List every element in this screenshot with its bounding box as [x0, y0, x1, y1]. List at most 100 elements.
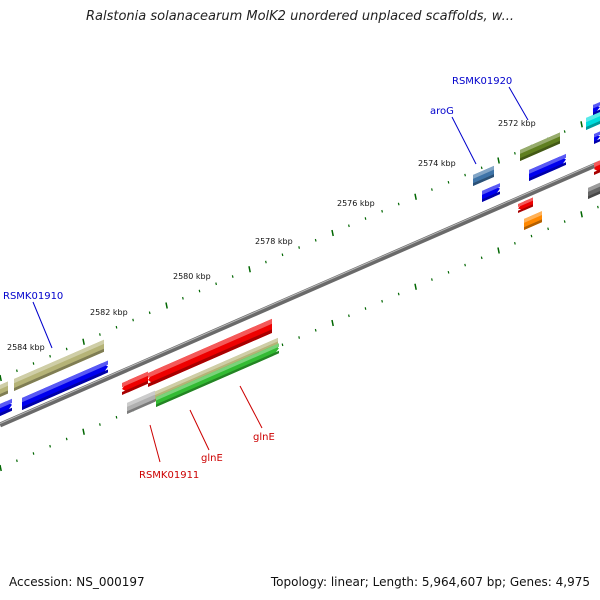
upper-tick-mark: [265, 260, 267, 264]
upper-tick-mark: [215, 282, 217, 286]
gene-rsmk01910-olive-shadow: [14, 348, 104, 391]
gene-blue-right[interactable]: [529, 153, 566, 181]
upper-tick-mark: [182, 296, 184, 300]
gene-olive-left-edge-highlight: [0, 381, 8, 390]
gene-darkgray-edge[interactable]: [588, 182, 600, 199]
gene-arog-steelblue-highlight: [473, 165, 494, 179]
upper-tick-mark: [82, 338, 85, 345]
upper-tick-mark: [165, 302, 168, 309]
lower-tick-mark: [497, 247, 500, 254]
gene-rsmk01920-darkgreen-shadow: [520, 140, 560, 161]
gene-blue-rsmk01910[interactable]: [22, 360, 108, 410]
gene-red-small[interactable]: [122, 371, 148, 395]
upper-tick-mark: [464, 173, 466, 177]
gene-glne-green-shadow: [156, 350, 279, 407]
gene-labels: RSMK01910 RSMK01920 aroG RSMK01911 glnE …: [3, 76, 512, 481]
upper-tick-mark: [198, 289, 201, 293]
upper-tick-mark: [148, 311, 151, 315]
gene-gray-rsmk01911-shadow: [127, 399, 155, 414]
lower-tick-mark: [514, 241, 516, 245]
gene-label-rsmk01910[interactable]: RSMK01910: [3, 291, 63, 302]
map-title: Ralstonia solanacearum MolK2 unordered u…: [85, 9, 514, 24]
gene-blue-left-edge-shadow: [0, 407, 12, 416]
gene-red-small-shadow: [122, 380, 148, 395]
gene-label-rsmk01920[interactable]: RSMK01920: [452, 76, 512, 87]
gene-blue-edge-mid-highlight: [594, 131, 600, 138]
upper-tick-mark: [248, 266, 251, 273]
gene-label-rsmk01911[interactable]: RSMK01911: [139, 470, 199, 481]
gene-blue-arog[interactable]: [482, 183, 500, 202]
upper-tick-mark: [32, 362, 35, 365]
lower-tick-mark: [464, 263, 466, 267]
gene-red-right-small[interactable]: [518, 197, 533, 213]
upper-tick-mark: [0, 374, 2, 382]
upper-tick-mark: [580, 121, 583, 128]
gene-rsmk01910-olive[interactable]: [14, 339, 104, 391]
lower-tick-mark: [281, 343, 284, 347]
gene-blue-edge-mid[interactable]: [594, 131, 600, 144]
tick-labels: 2584 kbp 2582 kbp 2580 kbp 2578 kbp 2576…: [7, 119, 536, 352]
upper-tick-mark: [281, 253, 284, 257]
lower-tick-mark: [298, 336, 300, 339]
lower-tick-mark: [447, 270, 450, 274]
lower-tick-mark: [348, 314, 350, 318]
lower-tick-mark: [480, 256, 483, 260]
upper-tick-mark: [431, 188, 433, 191]
gene-rsmk01920-darkgreen[interactable]: [520, 132, 560, 161]
upper-tick-mark: [497, 157, 500, 164]
leader-arog: [451, 116, 477, 165]
gene-blue-edge-top[interactable]: [593, 101, 600, 115]
accession-text: Accession: NS_000197: [9, 575, 145, 589]
lower-tick-mark: [16, 459, 18, 463]
backbone-line: [0, 160, 600, 428]
gene-blue-edge-top-highlight: [593, 101, 600, 109]
upper-tick-mark: [348, 224, 350, 228]
gene-label-arog[interactable]: aroG: [430, 106, 454, 117]
gene-red-large[interactable]: [148, 318, 272, 387]
tick-label: 2578 kbp: [255, 237, 293, 246]
lower-tick-mark: [49, 444, 51, 448]
gene-red-edge[interactable]: [594, 160, 600, 175]
lower-tick-mark: [331, 319, 334, 327]
gene-red-large-shadow: [148, 329, 272, 387]
upper-tick-mark: [397, 202, 400, 206]
gene-orange-highlight: [524, 211, 542, 223]
lower-tick-mark: [364, 307, 367, 310]
gene-cyan-edge[interactable]: [586, 111, 600, 130]
gene-gray-rsmk01911-highlight: [127, 390, 155, 407]
gene-label-glne[interactable]: glnE: [201, 453, 223, 464]
tick-label: 2576 kbp: [337, 199, 375, 208]
gene-glne-green[interactable]: [156, 343, 279, 407]
gene-olive-center-highlight: [154, 337, 278, 396]
tick-label: 2572 kbp: [498, 119, 536, 128]
gene-blue-rsmk01910-highlight: [22, 360, 108, 403]
gene-features: [0, 101, 600, 416]
gene-olive-left-edge-shadow: [0, 390, 8, 397]
leader-rsmk01911: [149, 424, 161, 463]
lower-tick-mark: [580, 211, 583, 218]
lower-tick-mark: [115, 415, 118, 419]
upper-tick-mark: [314, 238, 317, 242]
gene-blue-left-edge[interactable]: [0, 398, 12, 416]
upper-tick-mark: [414, 193, 417, 200]
gene-arog-steelblue[interactable]: [473, 165, 494, 186]
tick-label: 2574 kbp: [418, 159, 456, 168]
tick-label: 2584 kbp: [7, 343, 45, 352]
lower-tick-mark: [32, 452, 35, 455]
gene-red-large-highlight: [148, 318, 272, 378]
topology-summary: Topology: linear; Length: 5,964,607 bp; …: [270, 575, 590, 589]
gene-orange[interactable]: [524, 211, 542, 230]
lower-tick-mark: [397, 292, 400, 296]
gene-blue-right-highlight: [529, 153, 566, 174]
gene-olive-left-edge[interactable]: [0, 381, 8, 397]
upper-tick-mark: [563, 130, 566, 133]
gene-label-glne[interactable]: glnE: [253, 432, 275, 443]
leader-rsmk01910: [32, 301, 53, 349]
gene-gray-rsmk01911[interactable]: [127, 390, 155, 414]
gene-blue-arog-shadow: [482, 191, 500, 202]
upper-tick-mark: [49, 354, 51, 358]
tick-label: 2582 kbp: [90, 308, 128, 317]
upper-tick-mark: [132, 318, 134, 322]
lower-tick-mark: [82, 428, 85, 435]
